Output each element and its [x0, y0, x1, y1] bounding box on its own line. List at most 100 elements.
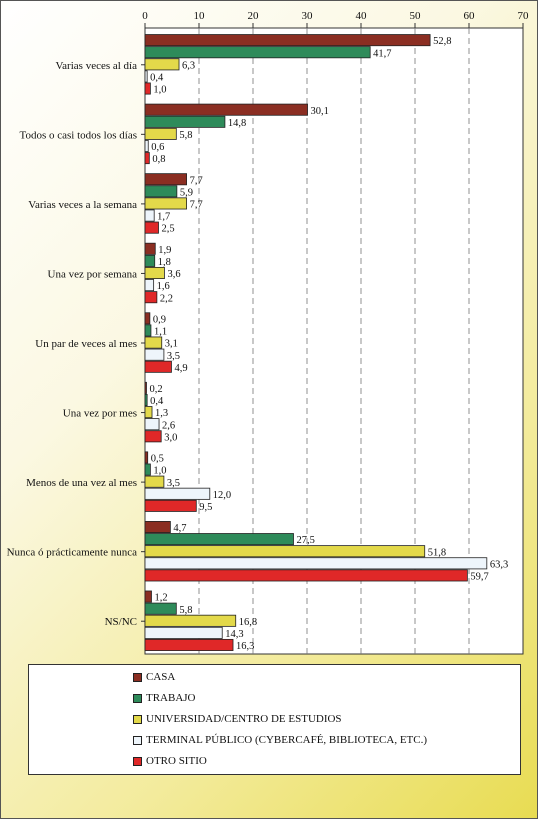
category-label: Todos o casi todos los días	[20, 129, 137, 141]
bar	[144, 242, 156, 255]
legend-label-terminal-publico: TERMINAL PÚBLICO (CYBERCAFÉ, BIBLIOTECA,…	[146, 734, 428, 746]
data-label: 3,6	[167, 269, 180, 280]
x-tick-label: 10	[194, 10, 206, 22]
bar	[144, 279, 155, 292]
legend-entry-casa: CASA	[133, 669, 175, 685]
bar	[144, 348, 165, 361]
bar	[144, 173, 187, 186]
bar	[144, 394, 148, 407]
data-label: 6,3	[182, 60, 195, 71]
category-label: Nunca ó prácticamente nunca	[7, 547, 138, 559]
bar	[144, 463, 151, 476]
legend-swatch-casa	[133, 672, 142, 682]
bar	[144, 152, 150, 165]
data-label: 1,1	[154, 327, 167, 338]
bar	[144, 360, 172, 373]
bar	[144, 602, 177, 615]
data-label: 16,3	[236, 641, 254, 652]
data-label: 2,6	[162, 420, 175, 431]
data-label: 1,0	[153, 85, 166, 96]
legend-label-casa: CASA	[146, 671, 176, 683]
bar	[144, 406, 153, 419]
category-label: Un par de veces al mes	[35, 338, 137, 350]
legend-label-otro-sitio: OTRO SITIO	[146, 755, 207, 767]
bar	[144, 254, 156, 267]
bar	[144, 291, 158, 304]
bar	[144, 614, 237, 627]
bar	[144, 185, 178, 198]
chart-legend: CASA TRABAJO UNIVERSIDAD/CENTRO DE ESTUD…	[28, 664, 521, 775]
data-label: 5,9	[180, 187, 193, 198]
bar	[144, 139, 149, 152]
bar	[144, 58, 180, 71]
legend-swatch-universidad	[133, 714, 142, 724]
bar	[144, 569, 468, 582]
bar	[144, 533, 294, 546]
bar	[144, 418, 160, 431]
data-label: 14,8	[228, 118, 246, 129]
bar	[144, 103, 308, 116]
bar	[144, 430, 162, 443]
data-label: 4,9	[174, 363, 187, 374]
data-label: 3,0	[164, 432, 177, 443]
legend-label-universidad: UNIVERSIDAD/CENTRO DE ESTUDIOS	[146, 713, 342, 725]
bar	[144, 590, 152, 603]
bar	[144, 336, 163, 349]
legend-entry-otro-sitio: OTRO SITIO	[133, 753, 207, 769]
data-label: 0,4	[150, 73, 164, 84]
legend-entry-terminal-publico: TERMINAL PÚBLICO (CYBERCAFÉ, BIBLIOTECA,…	[133, 732, 427, 748]
data-label: 3,5	[167, 478, 180, 489]
data-label: 27,5	[297, 535, 315, 546]
legend-swatch-otro-sitio	[133, 756, 142, 766]
x-tick-label: 60	[464, 10, 476, 22]
data-label: 1,2	[154, 593, 167, 604]
bar	[144, 266, 165, 279]
data-label: 1,0	[153, 466, 166, 477]
category-label: Varias veces a la semana	[28, 199, 137, 211]
bar	[144, 127, 177, 140]
data-label: 0,9	[153, 314, 166, 325]
bar	[144, 197, 187, 210]
data-label: 7,7	[190, 175, 203, 186]
bar	[144, 324, 152, 337]
legend-entry-trabajo: TRABAJO	[133, 690, 196, 706]
bar	[144, 499, 197, 512]
data-label: 4,7	[173, 523, 186, 534]
data-label: 1,8	[158, 257, 171, 268]
bar	[144, 221, 159, 234]
data-label: 51,8	[428, 547, 446, 558]
x-tick-label: 70	[518, 10, 530, 22]
bar	[144, 487, 211, 500]
data-label: 41,7	[373, 48, 391, 59]
bar	[144, 475, 165, 488]
data-label: 2,5	[162, 224, 175, 235]
data-label: 16,8	[239, 617, 257, 628]
data-label: 5,8	[179, 605, 192, 616]
bar	[144, 557, 488, 570]
bar	[144, 545, 426, 558]
data-label: 9,5	[199, 502, 212, 513]
data-label: 5,8	[179, 130, 192, 141]
category-label: NS/NC	[105, 616, 137, 628]
data-label: 1,9	[158, 245, 171, 256]
category-label: Menos de una vez al mes	[26, 477, 137, 489]
bar	[144, 312, 151, 325]
data-label: 0,4	[150, 396, 164, 407]
bar	[144, 521, 171, 534]
legend-label-trabajo: TRABAJO	[146, 692, 196, 704]
data-label: 1,7	[157, 212, 170, 223]
data-label: 0,6	[151, 142, 164, 153]
data-label: 0,2	[150, 384, 163, 395]
bar	[144, 82, 151, 95]
data-label: 1,3	[155, 408, 168, 419]
bar	[144, 46, 371, 59]
bar	[144, 209, 155, 222]
x-tick-label: 0	[142, 10, 148, 22]
x-tick-label: 40	[356, 10, 368, 22]
data-label: 14,3	[225, 629, 243, 640]
bar	[144, 34, 431, 47]
legend-swatch-terminal-publico	[133, 735, 142, 745]
bar	[144, 638, 234, 651]
